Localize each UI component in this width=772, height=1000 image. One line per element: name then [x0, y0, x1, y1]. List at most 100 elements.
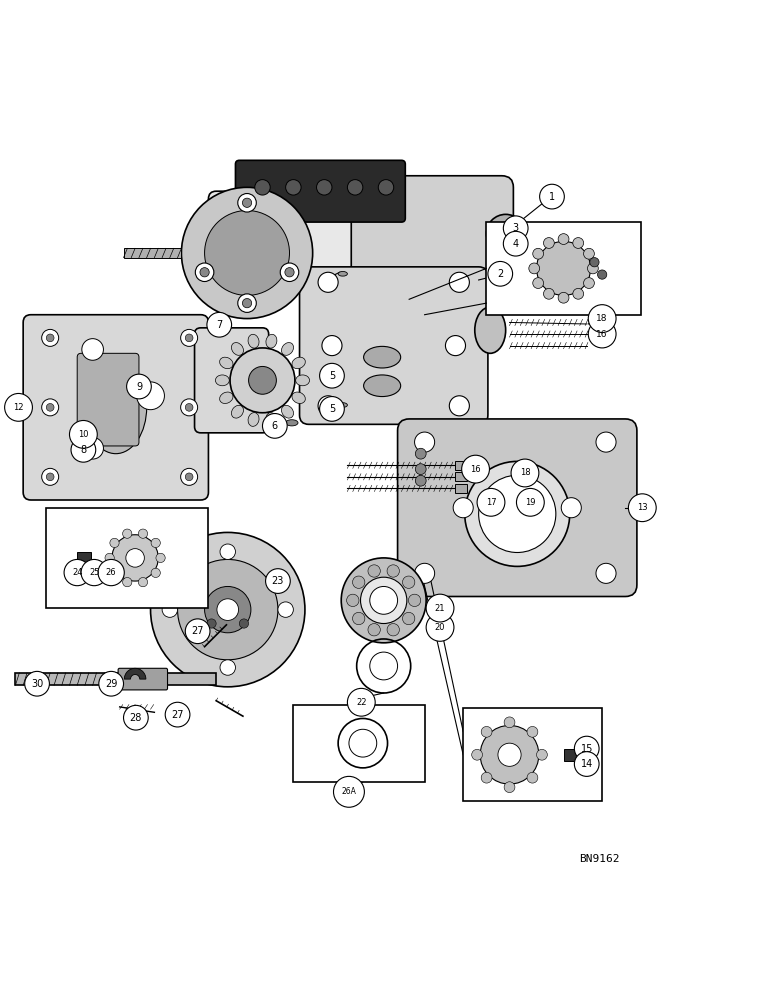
Circle shape — [426, 613, 454, 641]
Circle shape — [453, 498, 473, 518]
Text: 30: 30 — [31, 679, 43, 689]
Circle shape — [449, 272, 469, 292]
Circle shape — [341, 558, 426, 643]
Circle shape — [285, 268, 294, 277]
Circle shape — [124, 705, 148, 730]
Text: 5: 5 — [329, 404, 335, 414]
Circle shape — [480, 725, 539, 784]
Text: 26: 26 — [106, 568, 117, 577]
Circle shape — [347, 688, 375, 716]
Circle shape — [426, 594, 454, 622]
Circle shape — [266, 569, 290, 593]
FancyBboxPatch shape — [463, 708, 602, 801]
Text: 5: 5 — [329, 371, 335, 381]
Circle shape — [207, 312, 232, 337]
Circle shape — [46, 334, 54, 342]
Circle shape — [504, 717, 515, 728]
Circle shape — [320, 397, 344, 421]
Circle shape — [347, 180, 363, 195]
Circle shape — [178, 559, 278, 660]
Circle shape — [415, 432, 435, 452]
FancyBboxPatch shape — [235, 160, 405, 222]
Circle shape — [465, 461, 570, 566]
Circle shape — [472, 749, 482, 760]
Circle shape — [185, 403, 193, 411]
Circle shape — [415, 464, 426, 475]
Circle shape — [574, 752, 599, 776]
Ellipse shape — [248, 334, 259, 348]
Circle shape — [185, 473, 193, 481]
FancyBboxPatch shape — [124, 248, 181, 258]
Circle shape — [628, 494, 656, 522]
Text: 22: 22 — [356, 698, 367, 707]
Text: 2: 2 — [497, 269, 503, 279]
Text: 23: 23 — [272, 576, 284, 586]
Ellipse shape — [475, 307, 506, 353]
Circle shape — [105, 553, 114, 563]
Circle shape — [185, 334, 193, 342]
Circle shape — [69, 420, 97, 448]
Wedge shape — [124, 668, 146, 679]
Circle shape — [46, 473, 54, 481]
Ellipse shape — [286, 420, 298, 426]
FancyBboxPatch shape — [118, 668, 168, 690]
Circle shape — [181, 468, 198, 485]
Circle shape — [415, 563, 435, 583]
Circle shape — [242, 299, 252, 308]
Circle shape — [516, 488, 544, 516]
Ellipse shape — [219, 392, 233, 403]
Circle shape — [498, 743, 521, 766]
Circle shape — [378, 180, 394, 195]
Circle shape — [278, 602, 293, 617]
Circle shape — [64, 559, 90, 586]
Circle shape — [462, 455, 489, 483]
Circle shape — [137, 382, 164, 410]
Circle shape — [481, 772, 492, 783]
Ellipse shape — [266, 413, 277, 426]
FancyBboxPatch shape — [195, 328, 269, 433]
Text: 20: 20 — [435, 623, 445, 632]
Circle shape — [588, 305, 616, 332]
Circle shape — [81, 559, 107, 586]
Circle shape — [317, 180, 332, 195]
FancyBboxPatch shape — [293, 705, 425, 782]
Circle shape — [488, 261, 513, 286]
Circle shape — [588, 320, 616, 348]
Circle shape — [156, 553, 165, 563]
Text: 21: 21 — [435, 604, 445, 613]
Circle shape — [368, 624, 381, 636]
Circle shape — [127, 374, 151, 399]
Circle shape — [42, 399, 59, 416]
Circle shape — [415, 475, 426, 486]
Circle shape — [533, 278, 543, 288]
Circle shape — [596, 563, 616, 583]
Ellipse shape — [364, 375, 401, 397]
Text: 25: 25 — [89, 568, 100, 577]
Circle shape — [479, 475, 556, 552]
Text: 7: 7 — [216, 320, 222, 330]
FancyBboxPatch shape — [455, 472, 467, 481]
Circle shape — [408, 594, 421, 607]
Circle shape — [230, 348, 295, 413]
Circle shape — [200, 268, 209, 277]
Circle shape — [353, 576, 365, 588]
Circle shape — [123, 529, 132, 538]
Text: 16: 16 — [470, 465, 481, 474]
Ellipse shape — [338, 403, 347, 407]
Circle shape — [123, 577, 132, 587]
Text: 9: 9 — [136, 382, 142, 392]
Ellipse shape — [282, 405, 293, 418]
Circle shape — [504, 782, 515, 793]
Circle shape — [533, 248, 543, 259]
Text: 27: 27 — [171, 710, 184, 720]
Circle shape — [205, 211, 290, 295]
Circle shape — [42, 329, 59, 346]
Text: 14: 14 — [581, 759, 593, 769]
Ellipse shape — [266, 334, 277, 348]
FancyBboxPatch shape — [564, 749, 585, 761]
Text: 28: 28 — [130, 713, 142, 723]
Circle shape — [181, 329, 198, 346]
Text: BN9162: BN9162 — [579, 854, 619, 864]
Text: 18: 18 — [597, 314, 608, 323]
Circle shape — [402, 576, 415, 588]
